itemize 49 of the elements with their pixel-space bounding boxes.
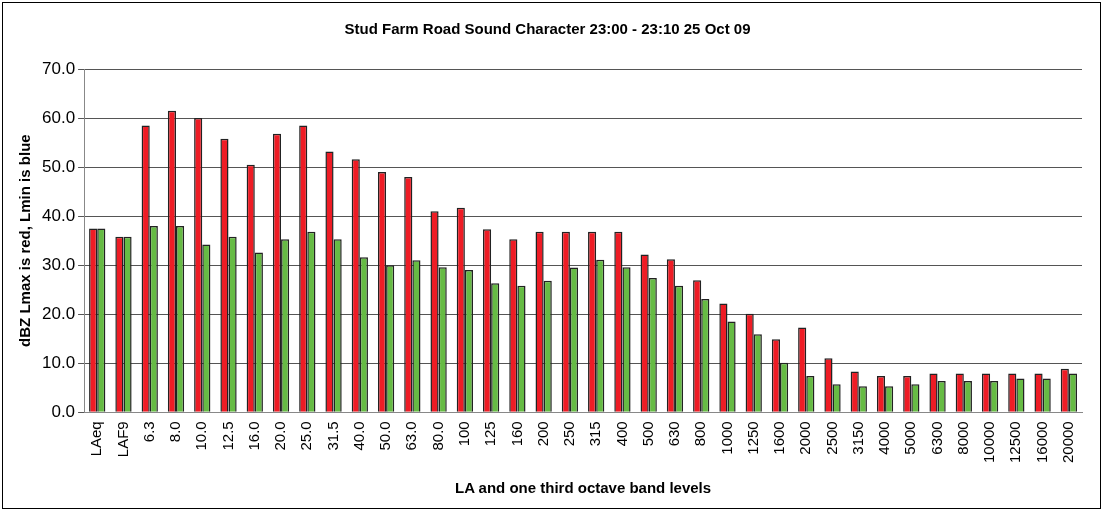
x-tick-label: 40.0	[349, 421, 367, 451]
x-tick-label: 20000	[1059, 421, 1077, 464]
x-tick-label: 1000	[717, 421, 735, 455]
x-tick-label: 125	[481, 421, 499, 447]
y-tick-label: 10.0	[41, 352, 76, 372]
x-tick-label: 63.0	[402, 421, 420, 451]
y-tick-label: 60.0	[41, 107, 76, 127]
y-tick-label: 70.0	[41, 58, 76, 78]
x-tick-label: 100	[455, 421, 473, 447]
x-tick-label: 10000	[980, 421, 998, 464]
y-tick-label: 0.0	[51, 401, 76, 421]
y-tick-label: 20.0	[41, 303, 76, 323]
x-tick-label: 50.0	[376, 421, 394, 451]
x-tick-label: 315	[586, 421, 604, 447]
x-tick-label: 16.0	[244, 421, 262, 451]
chart-title: Stud Farm Road Sound Character 23:00 - 23:10 25 Oct 09	[344, 20, 751, 38]
x-tick-label: 6300	[927, 421, 945, 455]
x-tick-label: 4000	[875, 421, 893, 455]
x-tick-label: 3150	[848, 421, 866, 455]
y-axis-title: dBZ Lmax is red, Lmin is blue	[16, 134, 34, 347]
x-tick-label: 1250	[743, 421, 761, 455]
x-tick-label: 16000	[1032, 421, 1050, 464]
x-tick-label: 25.0	[297, 421, 315, 451]
x-tick-label: 160	[507, 421, 525, 447]
x-axis-title: LA and one third octave band levels	[454, 479, 712, 497]
x-tick-label: 800	[691, 421, 709, 447]
x-tick-label: 6.3	[139, 421, 157, 443]
x-tick-label: 8.0	[166, 421, 184, 443]
x-tick-label: 2000	[796, 421, 814, 455]
x-tick-label: 12500	[1006, 421, 1024, 464]
x-tick-label: 5000	[901, 421, 919, 455]
x-tick-label: 400	[612, 421, 630, 447]
x-tick-label: 2500	[822, 421, 840, 455]
x-tick-label: 200	[533, 421, 551, 447]
x-tick-label: LAF9	[113, 421, 131, 458]
x-tick-label: 10.0	[192, 421, 210, 451]
x-tick-label: 250	[560, 421, 578, 447]
x-tick-label: 80.0	[428, 421, 446, 451]
x-tick-label: 12.5	[218, 421, 236, 451]
x-tick-label: LAeq	[87, 421, 105, 457]
x-tick-label: 8000	[953, 421, 971, 455]
x-tick-label: 1600	[770, 421, 788, 455]
x-tick-label: 630	[665, 421, 683, 447]
x-tick-label: 500	[638, 421, 656, 447]
y-tick-label: 40.0	[41, 205, 76, 225]
y-tick-label: 50.0	[41, 156, 76, 176]
y-tick-label: 30.0	[41, 254, 76, 274]
x-tick-label: 20.0	[271, 421, 289, 451]
x-tick-label: 31.5	[323, 421, 341, 451]
